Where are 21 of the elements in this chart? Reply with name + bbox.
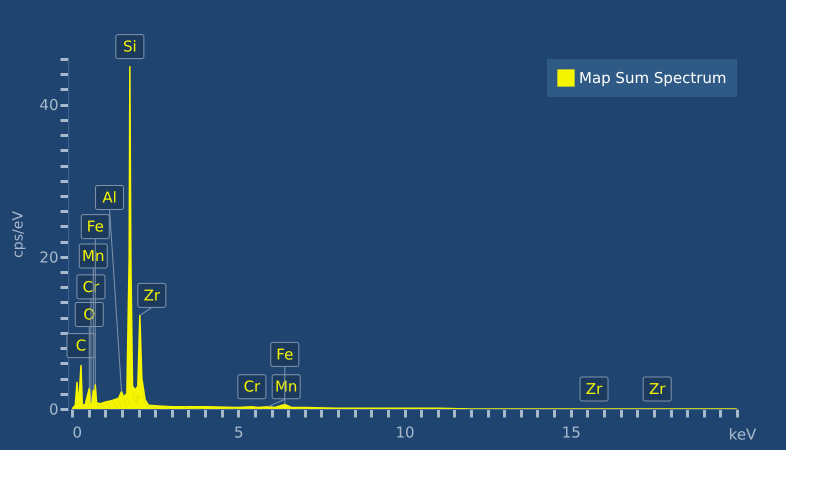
annotation: Zr [586,380,604,398]
x-tick-label: 10 [395,424,415,442]
y-axis-title: cps/eV [10,210,26,258]
y-tick-label: 0 [48,400,58,418]
annotation: Al [102,188,117,206]
x-tick-label: 15 [562,424,581,442]
legend-label: Map Sum Spectrum [579,69,727,87]
annotation: Zr [648,380,666,398]
annotation: Cr [244,378,262,396]
annotation: Mn [82,246,105,265]
annotation: Fe [276,345,294,364]
x-axis-title: keV [728,426,758,444]
annotation: Mn [274,378,298,396]
x-tick-label: 0 [72,424,82,442]
annotation: Zr [144,286,161,304]
annotation: Si [123,38,137,56]
annotation: Fe [86,218,104,236]
y-tick-label: 20 [39,248,58,266]
x-tick-label: 5 [234,424,244,442]
annotation: C [76,336,86,355]
y-tick-label: 40 [39,96,58,114]
